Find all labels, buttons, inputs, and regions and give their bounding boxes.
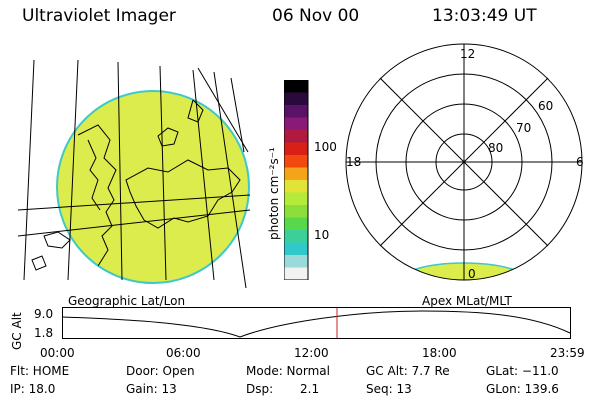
info-ip: IP: 18.0 xyxy=(10,382,56,396)
lat-label-70: 70 xyxy=(516,121,531,135)
lat-label-60: 60 xyxy=(538,99,553,113)
colorbar-cell xyxy=(284,105,308,118)
polar-label: Apex MLat/MLT xyxy=(422,294,512,308)
colorbar-cell xyxy=(284,180,308,193)
info-seq: Seq: 13 xyxy=(366,382,412,396)
colorbar xyxy=(284,80,309,280)
info-glon: GLon: 139.6 xyxy=(486,382,559,396)
colorbar-cell xyxy=(284,117,308,131)
colorbar-cell xyxy=(284,255,308,268)
info-door: Door: Open xyxy=(126,364,195,378)
info-dsp-value: 2.1 xyxy=(300,382,320,396)
info-gcalt: GC Alt: 7.7 Re xyxy=(366,364,450,378)
colorbar-cell xyxy=(284,242,308,256)
colorbar-cell xyxy=(284,167,308,181)
lat-label-80: 80 xyxy=(488,141,503,155)
orbit-altitude-curve xyxy=(62,310,571,338)
info-gain: Gain: 13 xyxy=(126,382,177,396)
colorbar-cell xyxy=(284,130,308,143)
info-dsp-label: Dsp: xyxy=(246,382,274,396)
colorbar-cell xyxy=(284,217,308,231)
colorbar-tick-10: 10 xyxy=(314,228,330,242)
coastline-fragment xyxy=(43,231,71,249)
colorbar-unit-label: photon cm⁻²s⁻¹ xyxy=(267,147,281,240)
header-date: 06 Nov 00 xyxy=(272,6,360,26)
geographic-image xyxy=(18,59,251,289)
colorbar-cell xyxy=(284,155,308,168)
info-mode: Mode: Normal xyxy=(246,364,330,378)
mlt-label-0: 0 xyxy=(468,267,476,281)
colorbar-cell xyxy=(284,92,308,106)
map-label: Geographic Lat/Lon xyxy=(68,294,186,308)
colorbar-cell xyxy=(284,205,308,218)
mlt-label-6: 6 xyxy=(576,155,584,169)
colorbar-cell xyxy=(284,80,308,93)
timeline-xtick-2: 12:00 xyxy=(294,346,329,360)
instrument-title: Ultraviolet Imager xyxy=(22,6,176,26)
timeline-xtick-1: 06:00 xyxy=(166,346,201,360)
timeline-ylabel: GC Alt xyxy=(10,312,24,350)
timeline-plot xyxy=(62,307,571,339)
colorbar-cell xyxy=(284,230,308,243)
info-glat: GLat: −11.0 xyxy=(486,364,559,378)
coastline-main xyxy=(125,159,241,229)
polar-plot: 12 18 6 0 60 70 80 xyxy=(345,43,584,281)
colorbar-cell xyxy=(284,267,308,280)
timeline-xtick-0: 00:00 xyxy=(40,346,75,360)
header-time: 13:03:49 UT xyxy=(432,6,537,26)
timeline-xtick-3: 18:00 xyxy=(422,346,457,360)
map-disk xyxy=(56,90,250,284)
colorbar-tick-100: 100 xyxy=(314,140,337,154)
timeline-ytick-top: 9.0 xyxy=(34,307,54,321)
timeline-ytick-bottom: 1.8 xyxy=(34,326,54,340)
timeline-xtick-4: 23:59 xyxy=(550,346,585,360)
mlt-label-18: 18 xyxy=(346,155,361,169)
colorbar-cell xyxy=(284,192,308,206)
mlt-label-12: 12 xyxy=(460,47,475,61)
colorbar-cell xyxy=(284,142,308,156)
info-flt: Flt: HOME xyxy=(10,364,70,378)
coastline-west xyxy=(77,124,117,267)
